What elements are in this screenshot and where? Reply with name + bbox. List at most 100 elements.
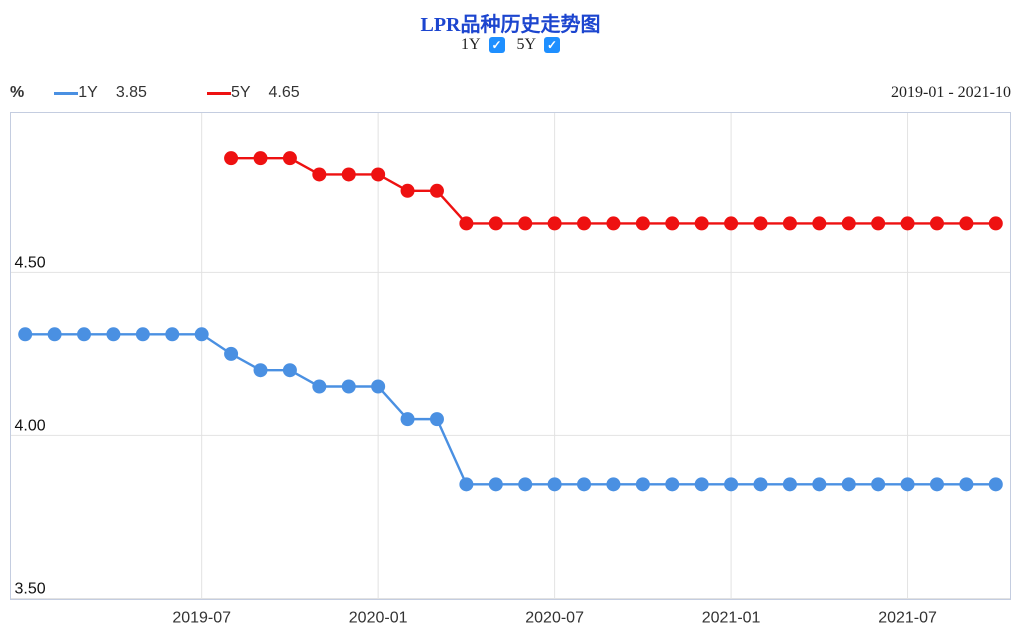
legend-line-5y-icon [206,91,231,95]
data-point-5y[interactable] [429,183,444,198]
data-point-5y[interactable] [724,216,739,231]
data-point-5y[interactable] [341,167,356,182]
checkbox-5y[interactable]: ✓ [544,37,561,53]
data-point-5y[interactable] [694,216,709,231]
data-point-1y[interactable] [77,327,92,342]
data-point-1y[interactable] [929,477,944,492]
page-title: LPR品种历史走势图 [420,14,601,36]
x-tick-label: 2020-01 [349,610,408,627]
data-point-1y[interactable] [900,477,915,492]
data-point-5y[interactable] [253,151,268,166]
y-tick-label: 4.50 [15,254,46,271]
data-point-1y[interactable] [194,327,209,342]
data-point-1y[interactable] [224,346,239,361]
legend-item-5y: 5Y 4.65 [206,84,300,102]
data-point-1y[interactable] [371,379,386,394]
data-point-1y[interactable] [988,477,1003,492]
data-point-1y[interactable] [459,477,474,492]
legend-name-5y: 5Y [230,84,251,101]
data-point-1y[interactable] [488,477,503,492]
data-point-5y[interactable] [753,216,768,231]
data-point-5y[interactable] [782,216,797,231]
legend-item-1y: 1Y 3.85 [54,84,147,102]
data-point-1y[interactable] [135,327,150,342]
data-point-1y[interactable] [665,477,680,492]
data-point-1y[interactable] [782,477,797,492]
x-tick-label: 2020-07 [525,610,584,627]
y-axis-labels: 4.50 4.00 3.50 [15,254,46,597]
date-range: 2019-01 - 2021-10 [891,84,1011,101]
x-tick-label: 2021-01 [702,610,761,627]
x-axis-labels: 2019-07 2020-01 2020-07 2021-01 2021-07 [172,610,937,627]
checkbox-1y[interactable]: ✓ [488,37,505,53]
x-tick-label: 2021-07 [878,610,937,627]
series-toggle-row: 1Y ✓ 5Y ✓ [0,36,1021,54]
y-axis-unit: % [10,84,25,101]
legend-row: % 1Y 3.85 5Y 4.65 2019-01 - 2021-10 [10,83,1011,103]
series-1y [18,327,1003,492]
data-point-1y[interactable] [165,327,180,342]
plot-border [10,112,1011,600]
data-point-1y[interactable] [812,477,827,492]
data-point-5y[interactable] [459,216,474,231]
data-point-1y[interactable] [282,363,297,378]
data-point-1y[interactable] [18,327,33,342]
toggle-1y[interactable]: 1Y ✓ [461,36,505,54]
legend-line-1y-icon [54,91,79,95]
legend-name-1y: 1Y [78,84,98,101]
data-point-1y[interactable] [547,477,562,492]
toggle-5y[interactable]: 5Y ✓ [517,36,561,54]
data-point-5y[interactable] [400,183,415,198]
data-point-5y[interactable] [988,216,1003,231]
data-point-1y[interactable] [341,379,356,394]
data-point-5y[interactable] [312,167,327,182]
data-point-1y[interactable] [871,477,886,492]
legend-value-5y: 4.65 [268,84,300,101]
legend-value-1y: 3.85 [115,84,147,101]
x-tick-label: 2019-07 [172,610,231,627]
data-point-5y[interactable] [282,151,297,166]
data-point-1y[interactable] [694,477,709,492]
data-point-1y[interactable] [577,477,592,492]
data-point-1y[interactable] [959,477,974,492]
data-point-1y[interactable] [841,477,856,492]
data-point-1y[interactable] [312,379,327,394]
data-point-5y[interactable] [518,216,533,231]
check-icon: ✓ [547,38,558,52]
data-point-5y[interactable] [371,167,386,182]
data-point-5y[interactable] [959,216,974,231]
data-point-1y[interactable] [47,327,62,342]
data-point-5y[interactable] [841,216,856,231]
data-point-1y[interactable] [606,477,621,492]
data-point-5y[interactable] [488,216,503,231]
data-point-5y[interactable] [812,216,827,231]
y-tick-label: 3.50 [15,581,46,598]
data-point-5y[interactable] [929,216,944,231]
data-point-5y[interactable] [547,216,562,231]
series-5y [224,151,1003,231]
data-point-5y[interactable] [665,216,680,231]
data-point-5y[interactable] [606,216,621,231]
data-point-1y[interactable] [724,477,739,492]
series-line-5y [231,156,996,225]
data-point-1y[interactable] [518,477,533,492]
data-point-5y[interactable] [871,216,886,231]
data-point-5y[interactable] [900,216,915,231]
series-line-1y [25,333,996,486]
data-point-1y[interactable] [429,412,444,427]
data-point-5y[interactable] [224,151,239,166]
data-point-1y[interactable] [400,412,415,427]
data-point-5y[interactable] [577,216,592,231]
data-point-5y[interactable] [635,216,650,231]
toggle-5y-label: 5Y [516,36,537,53]
data-point-1y[interactable] [253,363,268,378]
y-tick-label: 4.00 [15,417,46,434]
gridlines [10,112,1011,600]
data-point-1y[interactable] [635,477,650,492]
check-icon: ✓ [491,38,502,52]
data-point-1y[interactable] [753,477,768,492]
data-point-1y[interactable] [106,327,121,342]
toggle-1y-label: 1Y [460,36,481,53]
